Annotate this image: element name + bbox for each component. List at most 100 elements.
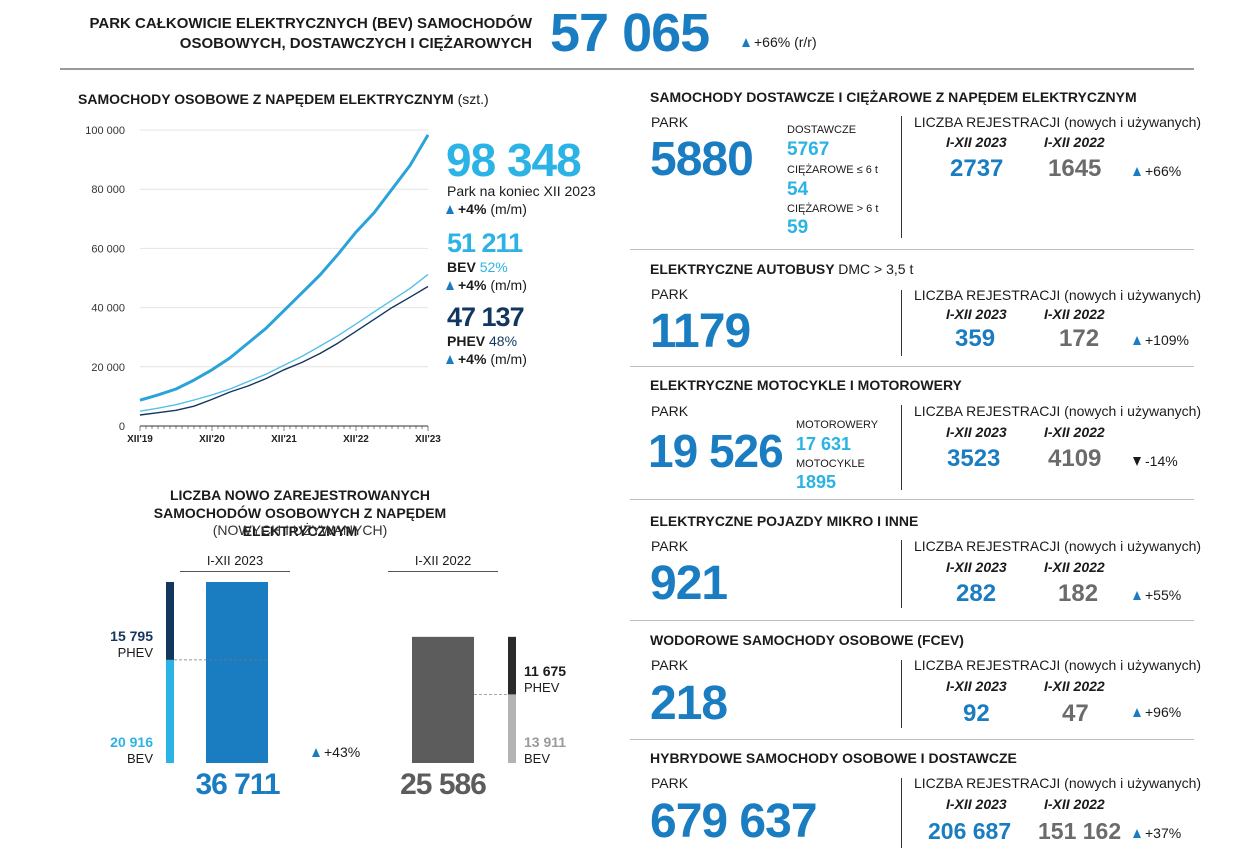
buses-change: +109% (1133, 332, 1189, 348)
up-arrow-icon (1133, 336, 1141, 345)
bar-2023-bev (166, 659, 174, 763)
motorcycles-y1: I-XII 2023 (946, 424, 1007, 440)
trucks-reg-label: LICZBA REJESTRACJI (nowych i używanych) (914, 114, 1201, 130)
bar-2023-phev (166, 582, 174, 660)
trucks-v2: 1645 (1048, 155, 1102, 182)
trucks-park: 5880 (650, 133, 754, 186)
trucks-sub1-label: DOSTAWCZE (787, 124, 857, 136)
registrations-title-line1: LICZBA NOWO ZAREJESTROWANYCH (169, 487, 431, 503)
up-arrow-icon (312, 748, 320, 757)
trucks-park-label: PARK (651, 114, 689, 130)
motorcycles-sub2-value: 1895 (796, 472, 837, 492)
total-2023: 36 711 (195, 768, 280, 801)
up-arrow-icon (1133, 167, 1141, 176)
trucks-v1: 2737 (950, 155, 1004, 182)
header-title-line2: OSOBOWYCH, DOSTAWCZYCH I CIĘŻAROWYCH (179, 35, 532, 52)
down-arrow-icon (1133, 457, 1141, 466)
passenger-line-chart: 0 20 000 40 000 60 000 80 000 100 000 XII'19 XI… (85, 125, 441, 445)
year-2023-label: I-XII 2023 (206, 553, 264, 568)
bev-share: 52% (479, 259, 508, 275)
motorcycles-sub1-value: 17 631 (796, 434, 852, 454)
bar-2022-phev (508, 636, 516, 695)
header-change: +66% (r/r) (742, 34, 817, 50)
passenger-title-unit: (szt.) (457, 91, 489, 107)
fcev-v2: 47 (1062, 700, 1089, 727)
reg-sub: (nowych i używanych) (1064, 403, 1202, 419)
motorcycles-y2: I-XII 2022 (1044, 424, 1105, 440)
micro-change: +55% (1133, 587, 1181, 603)
reg-label: LICZBA REJESTRACJI (914, 538, 1061, 554)
buses-title-text: ELEKTRYCZNE AUTOBUSY (650, 261, 835, 277)
x-tick-label: XII'22 (343, 434, 369, 445)
hybrid-title: HYBRYDOWE SAMOCHODY OSOBOWE I DOSTAWCZE (650, 750, 1017, 766)
motorcycles-v2: 4109 (1048, 445, 1102, 472)
motorcycles-sub2-label: MOTOCYKLE (796, 458, 865, 470)
reg-label: LICZBA REJESTRACJI (914, 403, 1061, 419)
buses-y1: I-XII 2023 (946, 306, 1007, 322)
hybrid-park: 679 637 (650, 795, 818, 848)
up-arrow-icon (446, 205, 454, 214)
fcev-v1: 92 (963, 700, 990, 727)
trucks-y2: I-XII 2022 (1044, 134, 1105, 150)
panel-divider (630, 499, 1194, 500)
y-tick-label: 0 (119, 421, 125, 433)
panel-divider (630, 366, 1194, 367)
year-2022-underline (388, 571, 498, 572)
total-2022: 25 586 (400, 768, 487, 801)
trucks-title: SAMOCHODY DOSTAWCZE I CIĘŻAROWE Z NAPĘDE… (650, 89, 1137, 105)
passenger-total: 98 348 (446, 134, 582, 186)
motorcycles-title: ELEKTRYCZNE MOTOCYKLE I MOTOROWERY (650, 377, 962, 393)
phev-label: PHEV (447, 333, 486, 349)
buses-title: ELEKTRYCZNE AUTOBUSY DMC > 3,5 t (650, 261, 913, 277)
buses-v2: 172 (1059, 325, 1100, 352)
phev-change: +4% (m/m) (446, 351, 527, 367)
change-unit: (m/m) (490, 277, 527, 293)
trucks-sub3-label: CIĘŻAROWE > 6 t (787, 203, 879, 215)
bev-2022-value: 13 911 (524, 734, 567, 750)
registrations-bar-chart (166, 582, 516, 763)
fcev-reg-label: LICZBA REJESTRACJI (nowych i używanych) (914, 657, 1201, 673)
up-arrow-icon (1133, 708, 1141, 717)
micro-y1: I-XII 2023 (946, 559, 1007, 575)
bar-2022 (412, 636, 474, 763)
registrations-title: LICZBA NOWO ZAREJESTROWANYCH SAMOCHODÓW … (100, 486, 500, 540)
year-2023-underline (180, 571, 290, 572)
reg-sub: (nowych i używanych) (1064, 775, 1202, 791)
series-line-0 (139, 134, 430, 402)
hybrid-v2: 151 162 (1038, 818, 1122, 844)
panel-divider (630, 249, 1194, 250)
reg-sub: (nowych i używanych) (1064, 538, 1202, 554)
y-tick-label: 40 000 (91, 303, 125, 315)
motorcycles-park: 19 526 (648, 425, 784, 477)
x-tick-label: XII'21 (271, 434, 297, 445)
hybrid-v1: 206 687 (928, 818, 1012, 844)
trucks-sub1-value: 5767 (787, 139, 830, 160)
micro-divider (901, 540, 902, 608)
header-change-unit: (r/r) (794, 34, 817, 50)
reg-label: LICZBA REJESTRACJI (914, 775, 1061, 791)
fcev-park: 218 (650, 677, 728, 730)
trucks-divider (901, 116, 902, 238)
registrations-subtitle: (NOWYCH I UŻYWANYCH) (212, 522, 388, 538)
buses-park-label: PARK (651, 286, 689, 302)
bev-label-line: BEV 52% (447, 259, 508, 275)
registrations-change: +43% (312, 744, 360, 760)
fcev-title: WODOROWE SAMOCHODY OSOBOWE (FCEV) (650, 632, 964, 648)
up-arrow-icon (1133, 829, 1141, 838)
phev-2023-label: PHEV (117, 645, 153, 660)
bar-2023 (206, 582, 268, 763)
motorcycles-sub1-label: MOTOROWERY (796, 419, 879, 431)
x-tick-label: XII'23 (415, 434, 441, 445)
y-tick-label: 20 000 (91, 362, 125, 374)
reg-sub: (nowych i używanych) (1064, 114, 1202, 130)
bev-2023-label: BEV (126, 751, 153, 766)
trucks-y1: I-XII 2023 (946, 134, 1007, 150)
passenger-total-label: Park na koniec XII 2023 (447, 183, 596, 199)
trucks-sub3-value: 59 (787, 217, 809, 238)
passenger-total-change-value: +4% (458, 201, 487, 217)
buses-divider (901, 290, 902, 356)
hybrid-reg-label: LICZBA REJESTRACJI (nowych i używanych) (914, 775, 1201, 791)
phev-share: 48% (489, 333, 518, 349)
motorcycles-change-value: -14% (1145, 453, 1178, 469)
trucks-sub2-label: CIĘŻAROWE ≤ 6 t (787, 164, 878, 176)
